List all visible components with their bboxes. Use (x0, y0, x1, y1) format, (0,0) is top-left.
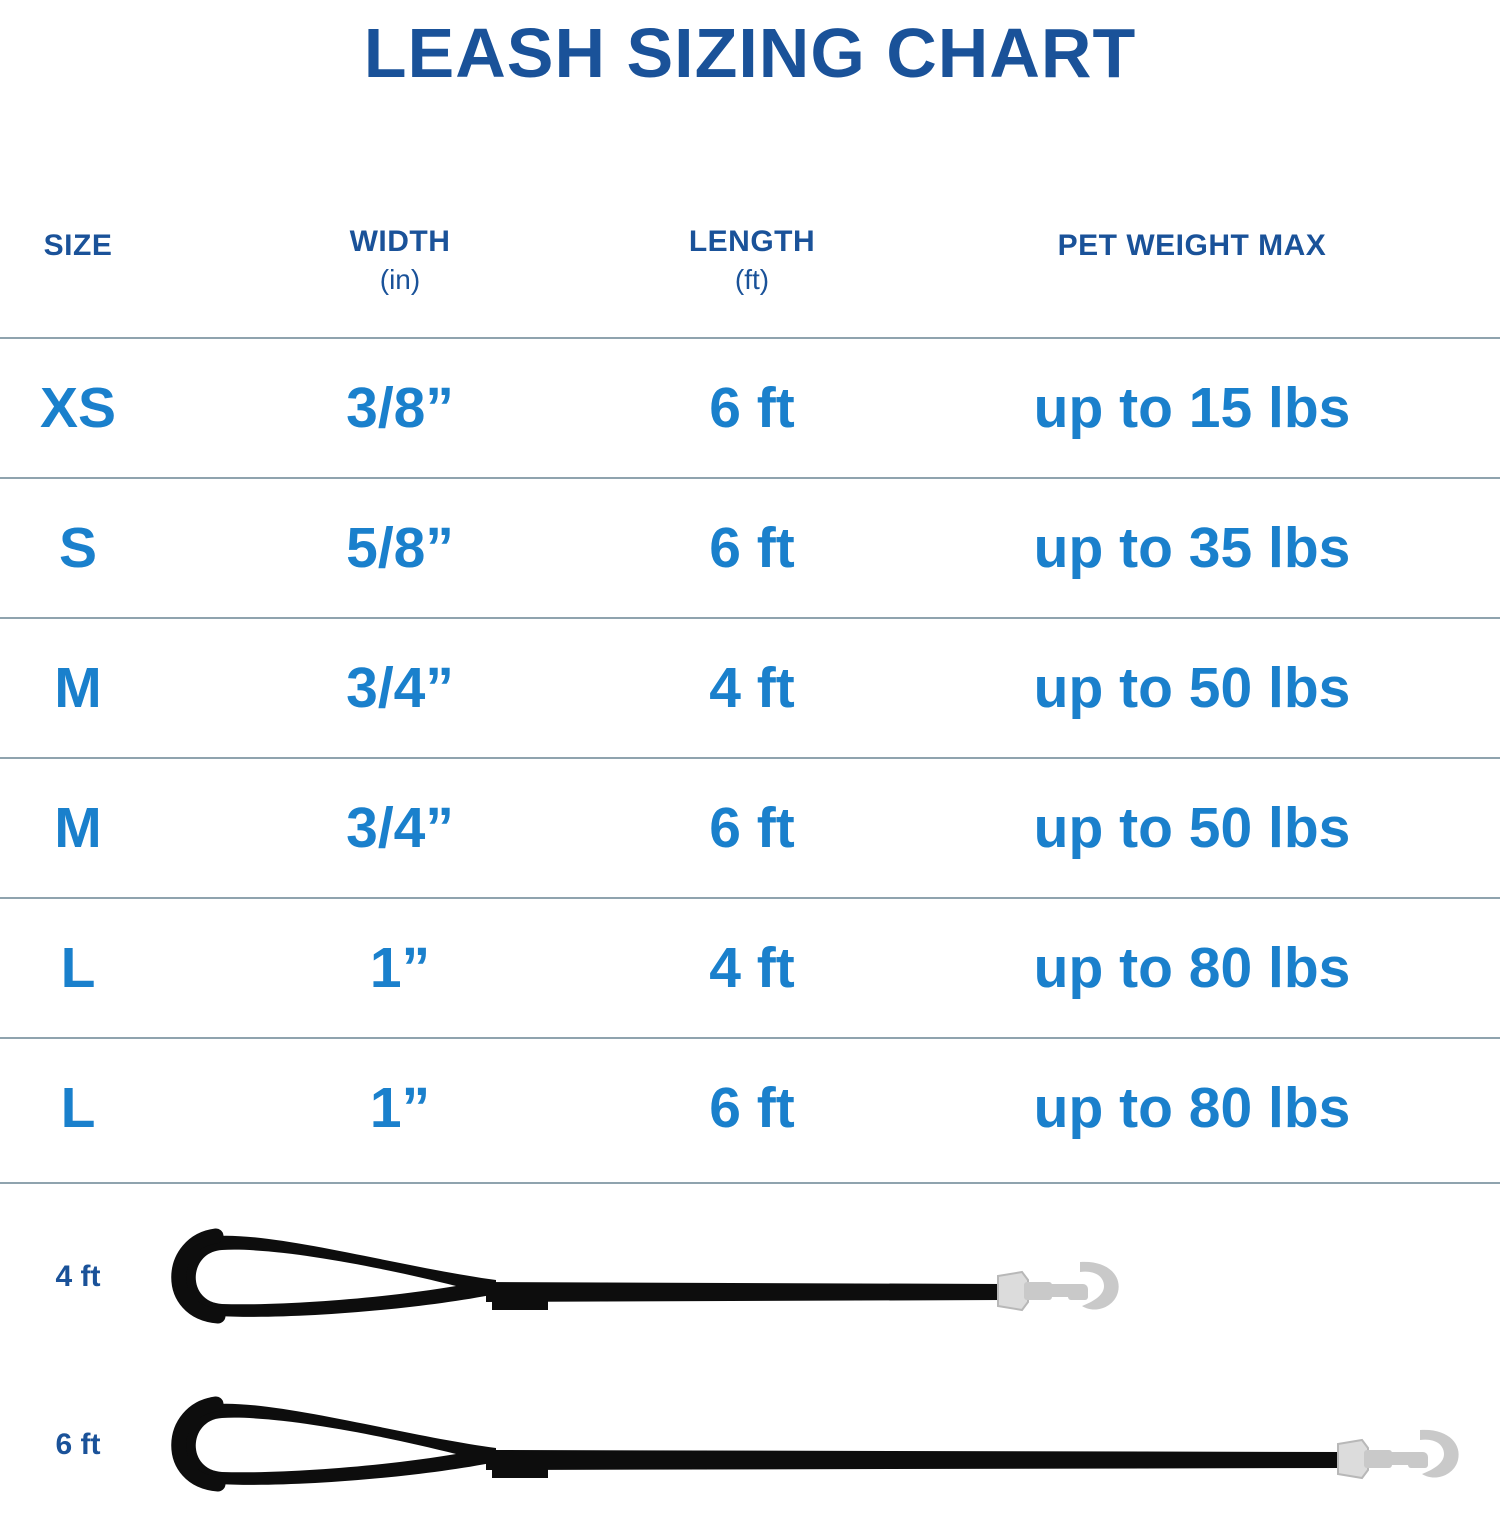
cell-width-value: 3/8” (346, 375, 454, 440)
leash-length-label-4ft: 4 ft (55, 1260, 101, 1293)
cell-length-value: 6 ft (709, 1075, 795, 1140)
cell-pet-weight-max: up to 80 lbs (932, 899, 1452, 1037)
cell-width: 3/4” (200, 619, 600, 757)
leash-illustration-icon (171, 1396, 1459, 1492)
cell-pet-weight-max: up to 50 lbs (932, 759, 1452, 897)
leash-illustration-icon (171, 1228, 1119, 1324)
cell-width: 1” (200, 1039, 600, 1177)
cell-width: 5/8” (200, 479, 600, 617)
leash-row-4ft: 4 ft (0, 1202, 1500, 1352)
table-header-row: SIZE WIDTH (in) LENGTH (ft) PET WEIGHT M… (0, 185, 1500, 337)
cell-size: M (0, 619, 156, 757)
cell-length: 6 ft (612, 339, 892, 477)
cell-length: 4 ft (612, 619, 892, 757)
cell-length-value: 6 ft (709, 515, 795, 580)
table-row: M 3/4” 6 ft up to 50 lbs (0, 757, 1500, 897)
table-row: M 3/4” 4 ft up to 50 lbs (0, 617, 1500, 757)
leash-length-label-6ft: 6 ft (55, 1428, 101, 1461)
column-header-pet-weight-max-label: PET WEIGHT MAX (1057, 228, 1327, 262)
sizing-table: SIZE WIDTH (in) LENGTH (ft) PET WEIGHT M… (0, 185, 1500, 1177)
cell-width-value: 1” (369, 1075, 431, 1140)
cell-length: 4 ft (612, 899, 892, 1037)
table-row: XS 3/8” 6 ft up to 15 lbs (0, 337, 1500, 477)
column-header-length-unit: (ft) (734, 264, 770, 296)
leash-illustration-section: 4 ft (0, 1182, 1500, 1502)
cell-length-value: 4 ft (709, 655, 795, 720)
cell-width-value: 5/8” (346, 515, 454, 580)
cell-size: L (0, 1039, 156, 1177)
column-header-length-label: LENGTH (688, 224, 816, 258)
cell-width: 1” (200, 899, 600, 1037)
cell-size: XS (0, 339, 156, 477)
cell-size-value: L (60, 935, 96, 1000)
cell-size-value: L (60, 1075, 96, 1140)
leash-row-6ft: 6 ft (0, 1370, 1500, 1520)
cell-length-value: 6 ft (709, 375, 795, 440)
cell-pet-weight-max-value: up to 15 lbs (1033, 375, 1351, 440)
cell-length: 6 ft (612, 1039, 892, 1177)
cell-length: 6 ft (612, 479, 892, 617)
cell-width-value: 3/4” (346, 795, 454, 860)
leash-clip-icon (1337, 1429, 1459, 1480)
cell-pet-weight-max-value: up to 80 lbs (1033, 1075, 1351, 1140)
leash-clip-icon (997, 1261, 1119, 1312)
table-row: L 1” 6 ft up to 80 lbs (0, 1037, 1500, 1177)
column-header-size-label: SIZE (43, 228, 113, 262)
column-header-width-unit: (in) (379, 264, 421, 296)
cell-length-value: 6 ft (709, 795, 795, 860)
cell-size-value: M (54, 795, 102, 860)
cell-size: S (0, 479, 156, 617)
cell-pet-weight-max: up to 15 lbs (932, 339, 1452, 477)
cell-length: 6 ft (612, 759, 892, 897)
cell-width: 3/8” (200, 339, 600, 477)
cell-size: L (0, 899, 156, 1037)
cell-pet-weight-max: up to 80 lbs (932, 1039, 1452, 1177)
column-header-pet-weight-max: PET WEIGHT MAX (932, 185, 1452, 337)
cell-width-value: 1” (369, 935, 431, 1000)
cell-size-value: M (54, 655, 102, 720)
cell-size-value: XS (39, 375, 117, 440)
cell-size: M (0, 759, 156, 897)
cell-width-value: 3/4” (346, 655, 454, 720)
column-header-width: WIDTH (in) (200, 185, 600, 337)
cell-width: 3/4” (200, 759, 600, 897)
column-header-size: SIZE (0, 185, 156, 337)
page-title: LEASH SIZING CHART (363, 14, 1137, 92)
cell-length-value: 4 ft (709, 935, 795, 1000)
cell-pet-weight-max-value: up to 35 lbs (1033, 515, 1351, 580)
cell-pet-weight-max-value: up to 50 lbs (1033, 795, 1351, 860)
cell-pet-weight-max: up to 35 lbs (932, 479, 1452, 617)
column-header-width-label: WIDTH (349, 224, 451, 258)
column-header-length: LENGTH (ft) (612, 185, 892, 337)
table-row: S 5/8” 6 ft up to 35 lbs (0, 477, 1500, 617)
cell-size-value: S (58, 515, 98, 580)
table-row: L 1” 4 ft up to 80 lbs (0, 897, 1500, 1037)
cell-pet-weight-max-value: up to 50 lbs (1033, 655, 1351, 720)
cell-pet-weight-max: up to 50 lbs (932, 619, 1452, 757)
cell-pet-weight-max-value: up to 80 lbs (1033, 935, 1351, 1000)
